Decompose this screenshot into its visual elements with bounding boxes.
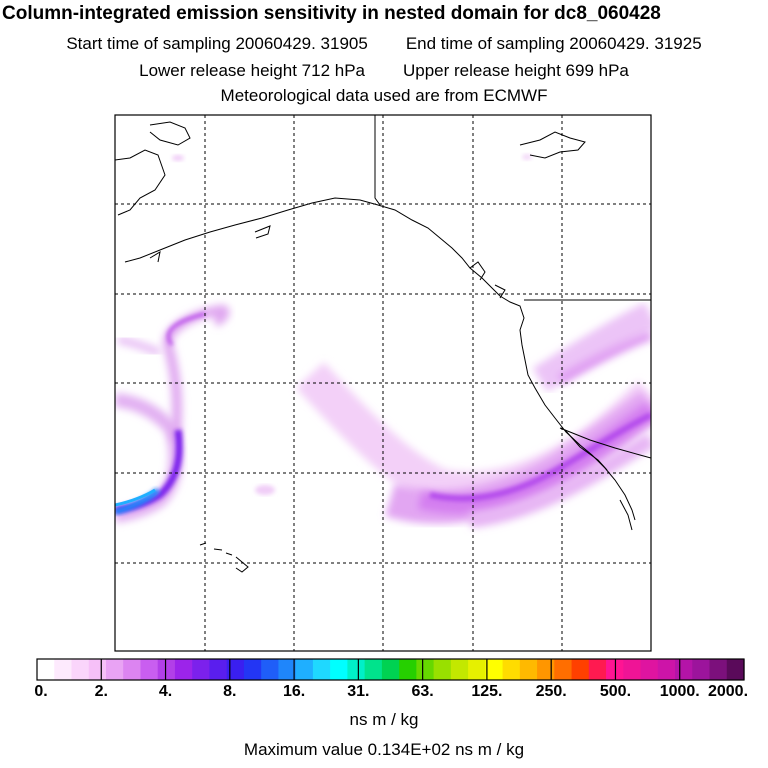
release-heights: Lower release height 712 hPa Upper releas… — [0, 61, 768, 81]
colorbar-tick-label: 0. — [34, 683, 48, 700]
colorbar-tick-label: 16. — [282, 683, 306, 700]
colorbar-tick-label: 2. — [94, 683, 108, 700]
graticule — [115, 115, 651, 651]
colorbar-cell — [88, 659, 107, 680]
start-time: Start time of sampling 20060429. 31905 — [66, 34, 368, 53]
map-frame — [114, 114, 652, 652]
colorbar-cell — [123, 659, 142, 680]
colorbar-cell — [347, 659, 366, 680]
colorbar-cell — [623, 659, 642, 680]
met-data-source: Meteorological data used are from ECMWF — [220, 86, 548, 105]
colorbar-tick-label: 4. — [158, 683, 173, 700]
colorbar-cell — [54, 659, 73, 680]
colorbar-cell — [295, 659, 314, 680]
colorbar-cell — [433, 659, 452, 680]
colorbar-cell — [381, 659, 400, 680]
upper-release-height: Upper release height 699 hPa — [403, 61, 629, 80]
colorbar-cell — [450, 659, 469, 680]
colorbar-cell — [675, 659, 693, 680]
colorbar-cell — [519, 659, 538, 680]
end-time: End time of sampling 20060429. 31925 — [405, 34, 702, 53]
colorbar-cell — [554, 659, 573, 680]
colorbar — [36, 658, 745, 681]
colorbar-cell — [364, 659, 383, 680]
colorbar-cell — [209, 659, 228, 680]
colorbar-cell — [312, 659, 331, 680]
colorbar-cell — [157, 659, 176, 680]
colorbar-tick-labels: 0. 2. 4. 8. 16. 31. 63. 125. 250. 500. 1000. 2000. — [0, 683, 768, 703]
colorbar-cell — [571, 659, 590, 680]
colorbar-cell — [709, 659, 728, 680]
colorbar-cell — [468, 659, 486, 680]
colorbar-unit: ns m / kg — [349, 710, 419, 729]
colorbar-cell — [105, 659, 124, 680]
colorbar-cell — [537, 659, 555, 680]
lower-release-height: Lower release height 712 hPa — [139, 61, 365, 80]
colorbar-cell — [140, 659, 159, 680]
colorbar-cell — [692, 659, 711, 680]
colorbar-cell — [485, 659, 504, 680]
colorbar-cell — [588, 659, 607, 680]
colorbar-cell — [416, 659, 435, 680]
colorbar-cell — [657, 659, 676, 680]
colorbar-cell — [71, 659, 90, 680]
sensitivity-field — [115, 154, 651, 528]
colorbar-cell — [192, 659, 211, 680]
colorbar-tick-label: 8. — [223, 683, 237, 700]
colorbar-cell — [330, 659, 348, 680]
colorbar-cell — [37, 659, 55, 680]
colorbar-cell — [261, 659, 280, 680]
plot-title: Column-integrated emission sensitivity i… — [2, 3, 661, 24]
colorbar-tick-label: 250. — [535, 683, 567, 700]
maximum-value: Maximum value 0.134E+02 ns m / kg — [243, 740, 525, 759]
colorbar-tick-label: 1000. — [659, 683, 700, 700]
colorbar-tick-label: 63. — [411, 683, 434, 700]
colorbar-tick-label: 125. — [471, 683, 503, 700]
colorbar-cell — [174, 659, 193, 680]
coastlines — [115, 121, 636, 531]
colorbar-cell — [726, 659, 745, 680]
colorbar-tick-label: 2000. — [707, 683, 749, 700]
borders — [374, 115, 651, 459]
sampling-times: Start time of sampling 20060429. 31905 En… — [0, 34, 768, 54]
colorbar-cell — [226, 659, 245, 680]
colorbar-cell — [502, 659, 521, 680]
colorbar-tick-label: 31. — [347, 683, 370, 700]
colorbar-cell — [243, 659, 262, 680]
colorbar-cell — [399, 659, 417, 680]
colorbar-cell — [640, 659, 659, 680]
colorbar-cell — [278, 659, 297, 680]
colorbar-tick-label: 500. — [599, 683, 632, 700]
